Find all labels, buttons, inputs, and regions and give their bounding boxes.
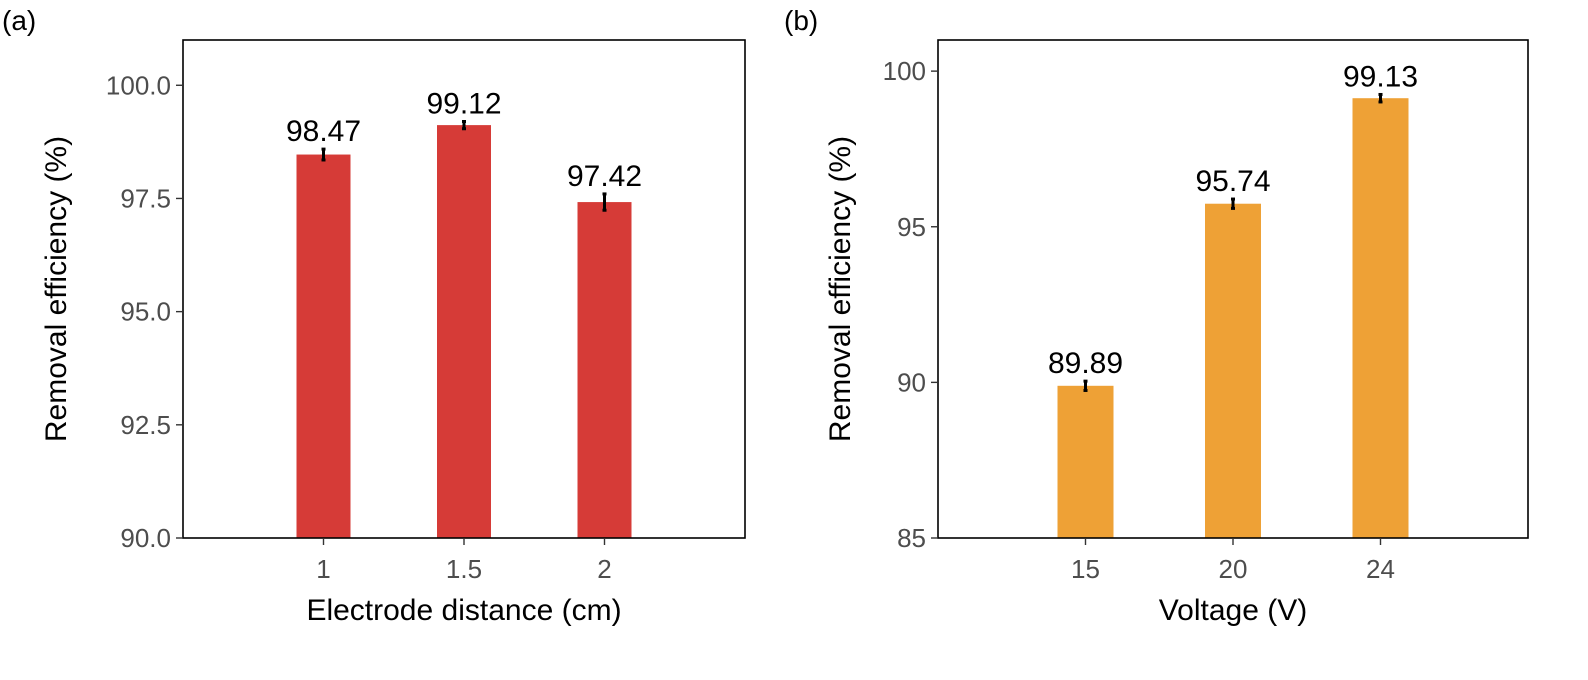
y-tick-label: 100 <box>883 56 926 86</box>
bar <box>296 154 351 539</box>
panel-label: (b) <box>784 5 818 36</box>
y-tick-label: 95 <box>897 212 926 242</box>
x-tick-label: 20 <box>1219 554 1248 584</box>
data-label: 99.12 <box>426 87 501 120</box>
error-bar <box>1083 379 1088 392</box>
bar <box>437 125 491 538</box>
x-axis-title: Electrode distance (cm) <box>306 594 621 627</box>
data-label: 98.47 <box>286 115 361 148</box>
y-tick-label: 100.0 <box>106 70 171 100</box>
bar <box>1205 203 1261 538</box>
y-axis-title: Removal efficiency (%) <box>40 136 73 442</box>
y-tick-label: 95.0 <box>120 297 171 327</box>
panel-b: (b) 89.89 95.74 99.13 85 90 95 100 15 20 24 Voltage… <box>784 5 1529 627</box>
data-label: 99.13 <box>1343 60 1418 93</box>
data-label: 97.42 <box>567 160 642 193</box>
bar <box>1057 385 1114 538</box>
y-axis-title: Removal efficiency (%) <box>824 136 857 442</box>
error-bar <box>1231 197 1235 210</box>
y-tick-label: 90 <box>897 367 926 397</box>
x-tick-label: 1 <box>316 554 330 584</box>
panel-label: (a) <box>2 5 36 36</box>
error-bar <box>462 119 466 131</box>
y-tick-label: 92.5 <box>120 410 171 440</box>
bar <box>577 202 632 539</box>
y-tick-label: 97.5 <box>120 183 171 213</box>
bar <box>1352 98 1409 539</box>
x-tick-label: 2 <box>597 554 611 584</box>
y-tick-label: 85 <box>897 523 926 553</box>
data-label: 89.89 <box>1048 347 1123 380</box>
panel-a: (a) 98.47 99.12 97.42 90.0 92.5 95.0 97.5 100.0 1… <box>2 5 746 627</box>
error-bar <box>1378 92 1383 104</box>
error-bar <box>602 192 607 212</box>
error-bar <box>321 147 326 162</box>
data-label: 95.74 <box>1195 165 1270 198</box>
x-tick-label: 1.5 <box>446 554 482 584</box>
x-tick-label: 15 <box>1071 554 1100 584</box>
x-tick-label: 24 <box>1366 554 1395 584</box>
x-axis-title: Voltage (V) <box>1159 594 1307 627</box>
y-tick-label: 90.0 <box>120 523 171 553</box>
